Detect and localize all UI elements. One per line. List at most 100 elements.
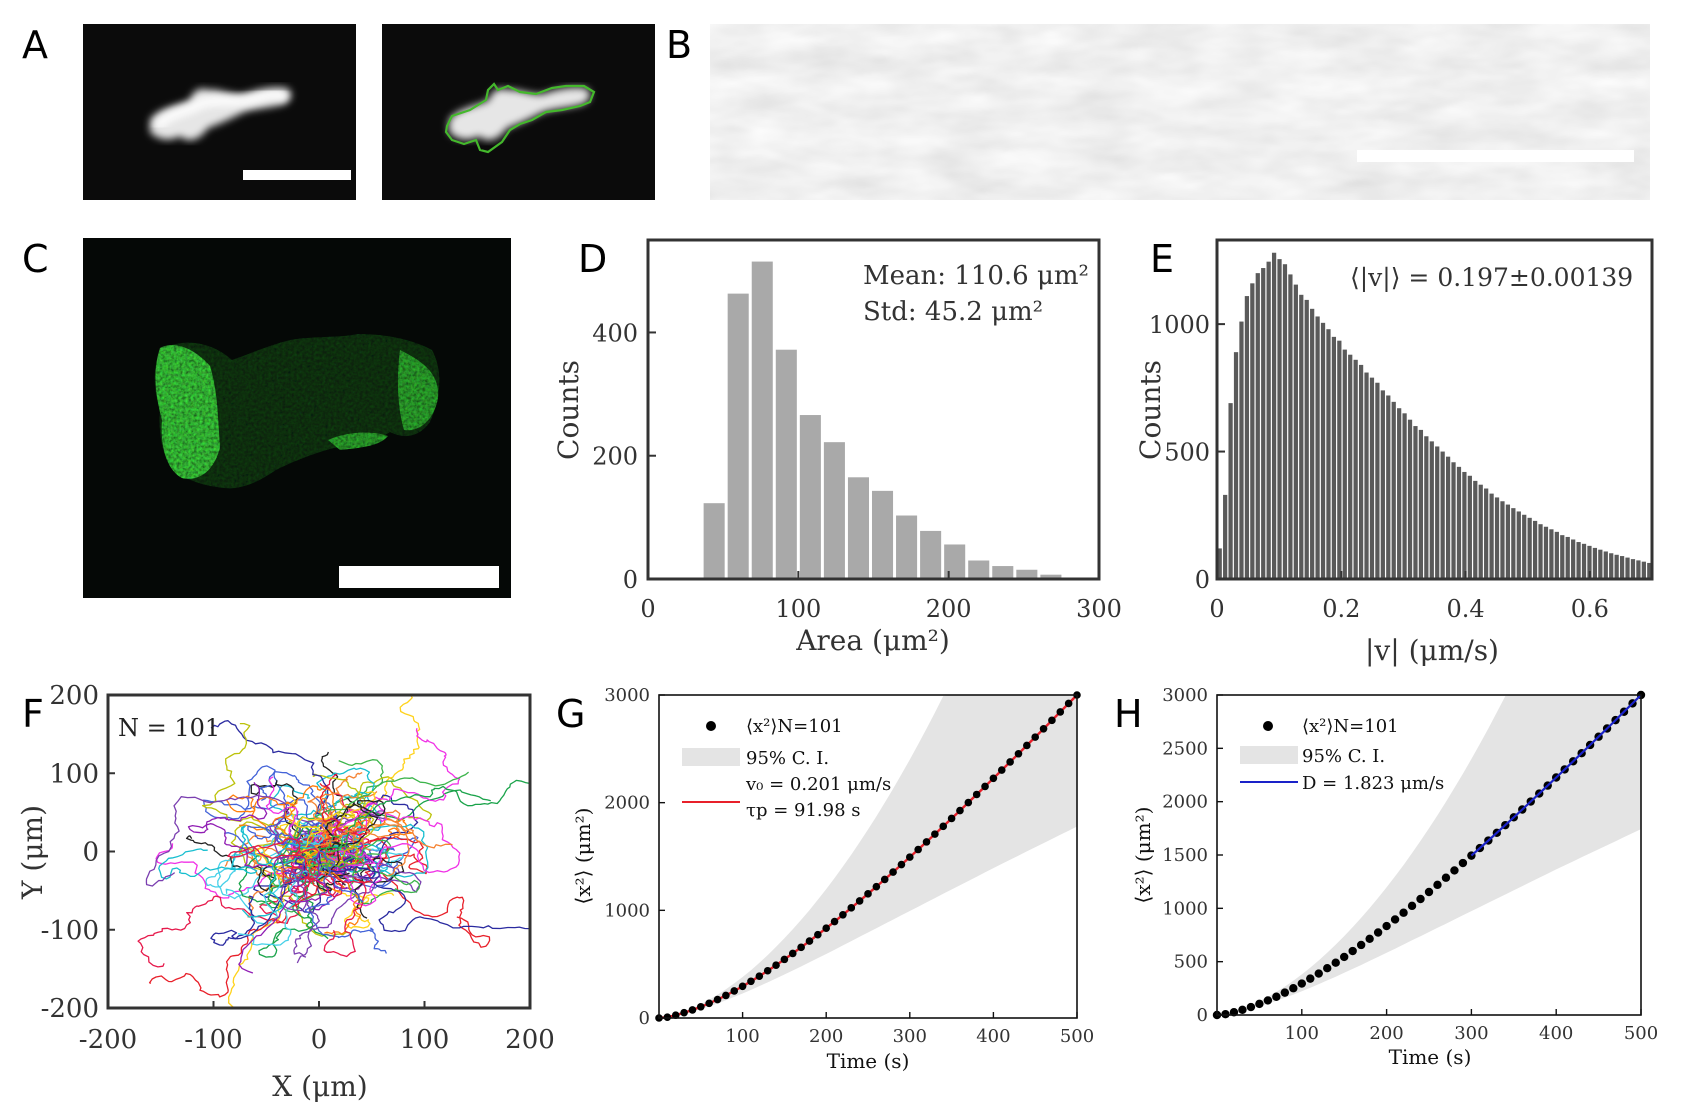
trajectory: [307, 772, 363, 852]
trajectory: [210, 849, 320, 946]
y-tick-label: 0: [82, 838, 99, 868]
panel-label-b: B: [666, 23, 692, 67]
data-point: [1373, 928, 1383, 937]
bar: [1592, 547, 1598, 579]
ci-band: [1217, 695, 1641, 1015]
bar: [1571, 539, 1576, 579]
bar: [1418, 429, 1424, 579]
data-point: [947, 814, 956, 823]
bar: [823, 442, 845, 579]
data-point: [1314, 969, 1323, 978]
data-point: [1356, 940, 1366, 950]
tick-labels: 0 100 200 300 0 200 400: [592, 319, 1122, 623]
bar: [727, 293, 749, 579]
bar: [1516, 511, 1521, 579]
trajectory: [318, 851, 530, 933]
data-point: [839, 910, 847, 919]
data-point: [1399, 908, 1408, 917]
bar: [1342, 349, 1347, 579]
data-point: [872, 882, 881, 891]
data-point: [1221, 1009, 1230, 1019]
data-point: [1255, 999, 1264, 1009]
data-point: [889, 868, 897, 876]
x-tick-label: 100: [1285, 1023, 1319, 1044]
scale-bar: [339, 566, 499, 588]
trajectory: [318, 779, 530, 852]
trajectory: [318, 823, 410, 876]
legend-swatch-ci: [1240, 746, 1298, 764]
data-point: [922, 838, 931, 846]
bar: [1609, 553, 1614, 579]
bar: [1429, 441, 1434, 579]
tick-labels: 0 0.2 0.4 0.6 0 500 1000: [1149, 311, 1609, 623]
bar: [992, 566, 1014, 579]
data-point: [939, 822, 948, 831]
bar: [920, 530, 942, 579]
data-point: [1306, 974, 1315, 983]
legend-label-v0: v₀ = 0.201 μm/s: [745, 774, 891, 795]
bar: [1413, 426, 1418, 579]
x-axis-label: Area (μm²): [795, 624, 950, 657]
bar: [896, 515, 918, 579]
bar: [1500, 501, 1505, 579]
bar: [871, 490, 894, 579]
bar: [1233, 352, 1239, 579]
data-point: [1238, 1005, 1247, 1014]
data-point: [855, 897, 864, 905]
bar: [1217, 548, 1222, 579]
bar: [1538, 524, 1543, 579]
bar: [1560, 535, 1565, 579]
x-tick-label: 200: [809, 1026, 843, 1047]
plot-frame: [1215, 238, 1654, 581]
trajectory-series: [137, 695, 530, 1008]
data-point: [755, 972, 764, 980]
x-tick-label: 0.4: [1446, 595, 1484, 623]
x-tick-label: 0: [640, 595, 655, 623]
data-point: [788, 949, 797, 958]
bar: [1391, 401, 1396, 579]
bar: [1375, 382, 1380, 579]
y-tick-label: 1000: [1149, 311, 1210, 339]
data-point: [738, 982, 747, 991]
data-point: [1458, 858, 1468, 868]
bar: [1462, 471, 1467, 579]
data-point: [1064, 699, 1073, 708]
x-tick-label: 400: [1539, 1023, 1573, 1044]
x-tick-label: 0.6: [1571, 595, 1609, 623]
trajectory: [226, 785, 336, 853]
bar: [1223, 494, 1228, 579]
tick-labels: -200 -100 0 100 200 -200 -100 0 100 200: [41, 681, 555, 1055]
data-point: [956, 806, 964, 815]
trajectory: [297, 811, 350, 872]
data-point: [1441, 873, 1451, 882]
data-point: [931, 830, 939, 838]
fit-line: [1470, 694, 1642, 857]
bar: [1348, 354, 1353, 579]
bar: [1511, 508, 1516, 579]
panel-g-chart: 100 200 300 400 500 0 1000 2000 3000 ⟨x²⟩N=101 9…: [571, 685, 1094, 1073]
bar: [1369, 377, 1375, 579]
data-point: [688, 1006, 697, 1014]
panel-h-chart: 100 200 300 400 500050010001500200025003000 …: [1131, 685, 1658, 1069]
legend-marker-points: [1263, 721, 1273, 731]
data-point: [981, 782, 989, 791]
data-point: [713, 995, 722, 1004]
bar: [1261, 268, 1266, 579]
bar: [1304, 299, 1309, 579]
trajectory: [148, 851, 320, 998]
bar: [1424, 436, 1429, 579]
data-point: [747, 977, 755, 986]
bar: [1484, 488, 1489, 579]
bar: [1554, 531, 1559, 579]
trajectory: [145, 794, 320, 912]
annotation-std: Std: 45.2 μm²: [863, 297, 1043, 327]
data-point: [972, 790, 981, 799]
x-tick-label: 300: [1076, 595, 1122, 623]
bar: [1636, 560, 1641, 579]
legend-label-points: ⟨x²⟩N=101: [746, 716, 843, 737]
panel-label-e: E: [1150, 237, 1174, 281]
x-tick-label: 200: [926, 595, 972, 623]
x-tick-label: 400: [976, 1026, 1010, 1047]
x-tick-label: 0: [1209, 595, 1224, 623]
y-tick-label: 500: [1164, 439, 1210, 467]
